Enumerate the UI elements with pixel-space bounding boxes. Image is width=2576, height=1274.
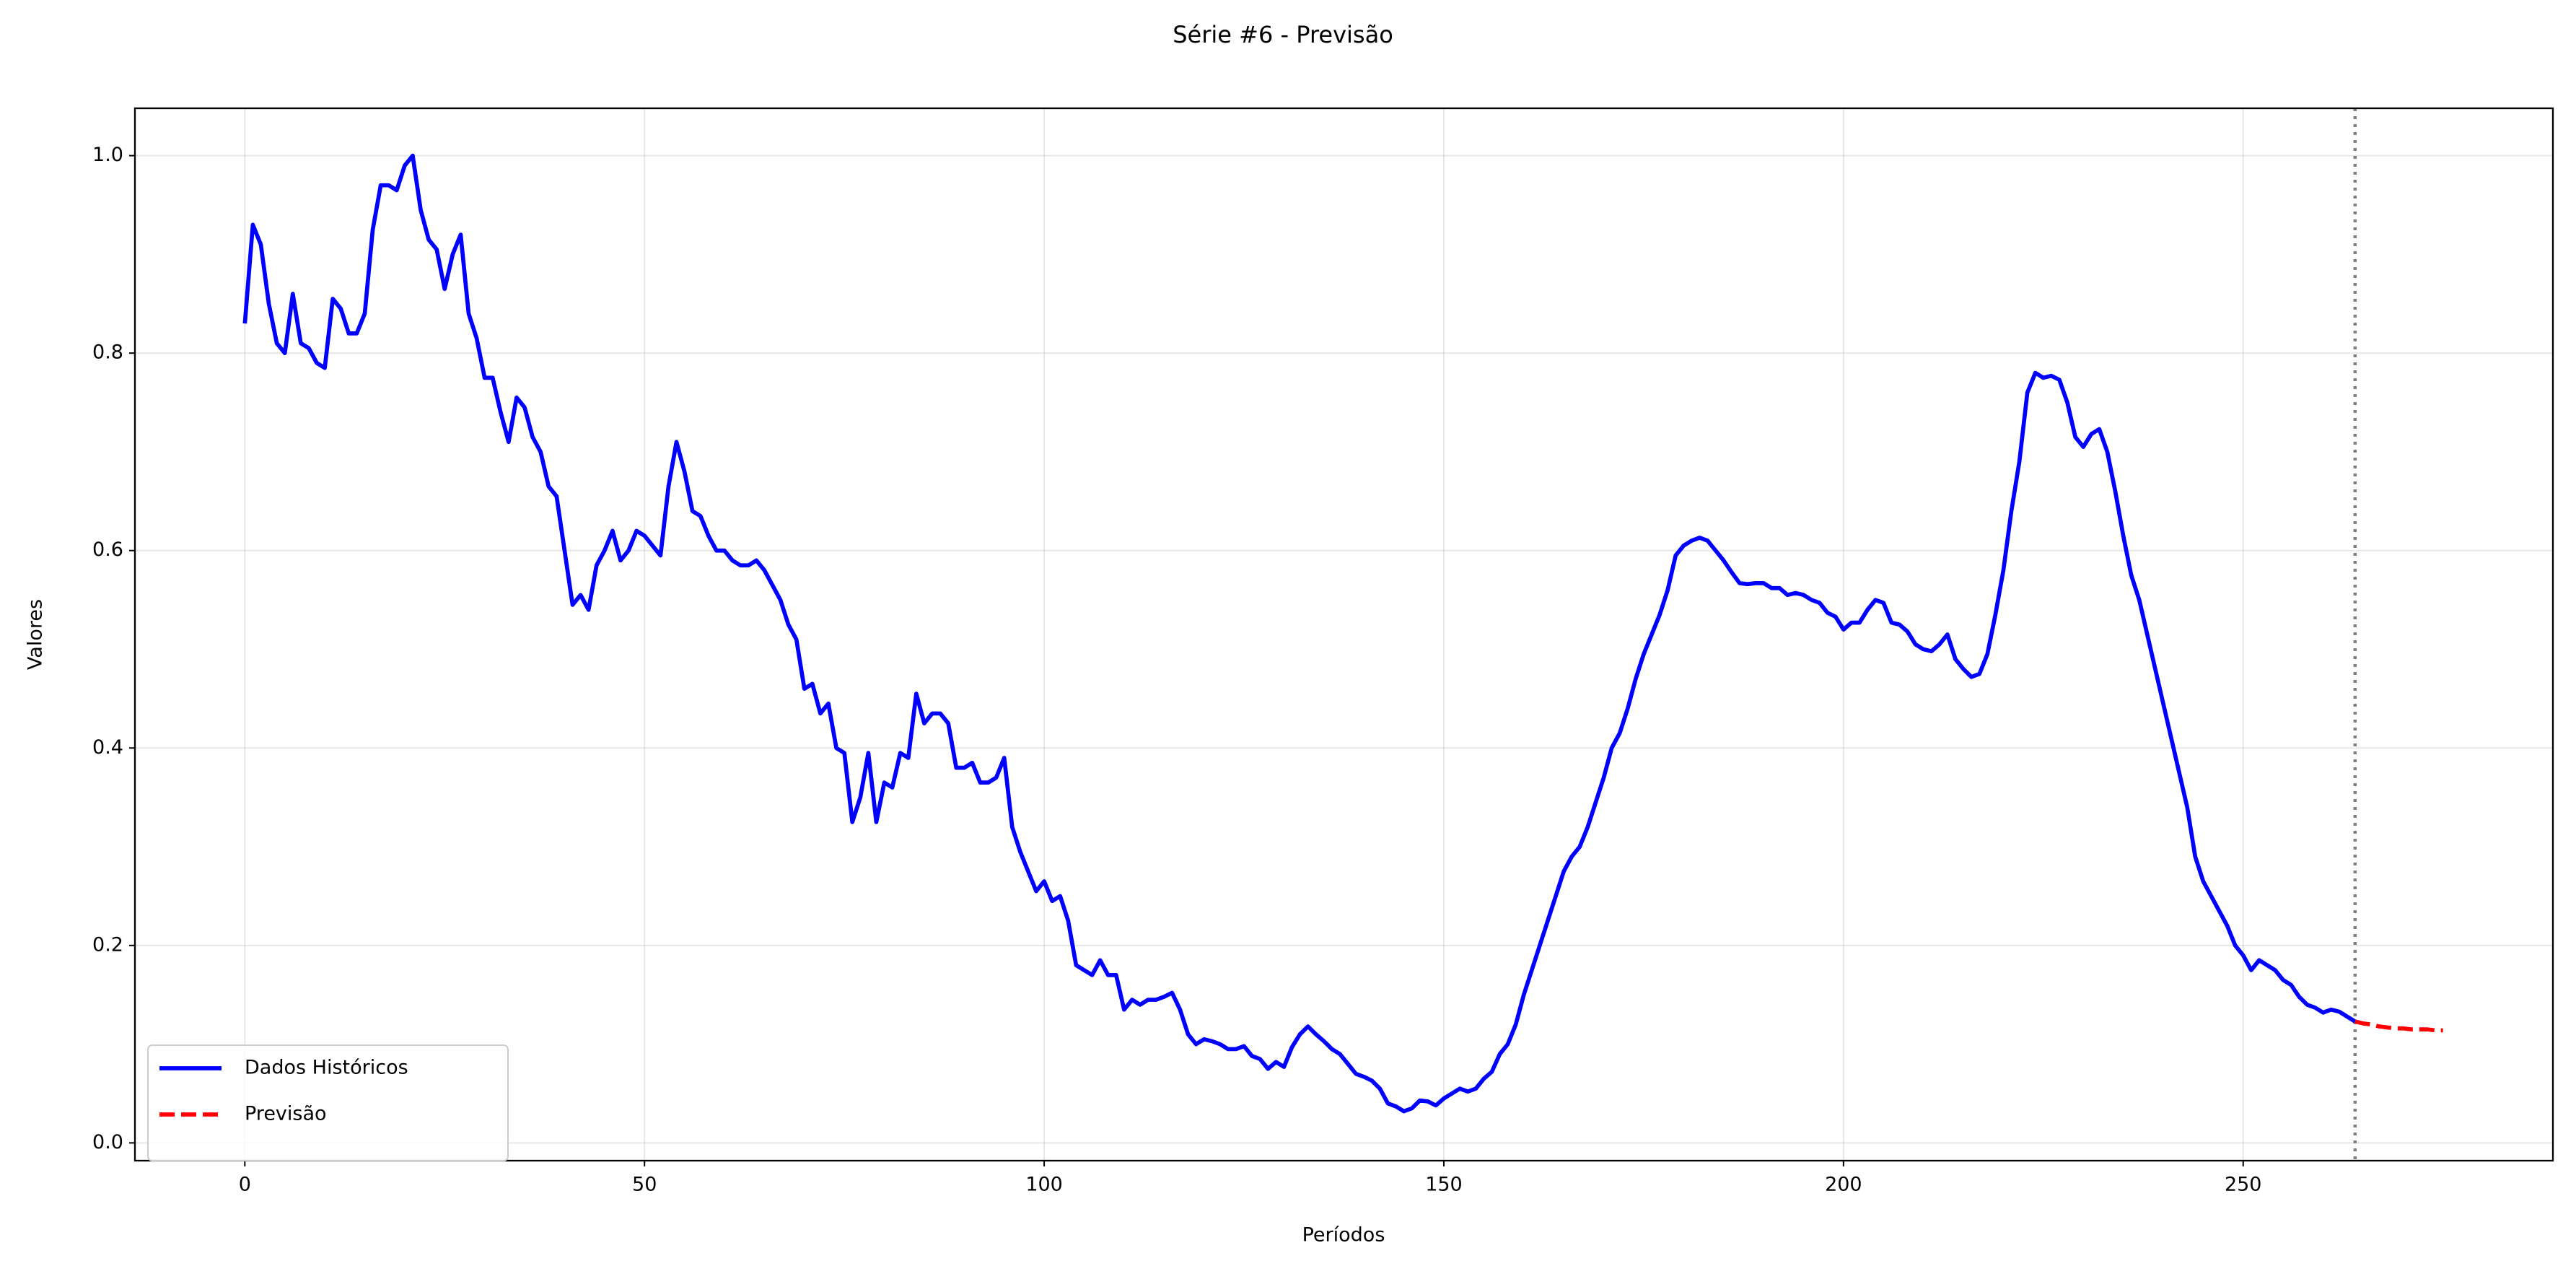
x-tick-label: 0 — [239, 1174, 251, 1196]
legend-label: Previsão — [245, 1103, 327, 1125]
legend-box — [147, 1044, 509, 1161]
y-axis-label: Valores — [25, 599, 47, 670]
y-tick-label: 1.0 — [92, 144, 123, 166]
x-tick-label: 150 — [1425, 1174, 1463, 1196]
y-tick-label: 0.2 — [92, 933, 123, 956]
x-tick-label: 200 — [1825, 1174, 1862, 1196]
series-line — [2354, 1019, 2443, 1033]
y-tick-label: 0.6 — [92, 538, 123, 561]
plot-frame — [133, 107, 2554, 1162]
y-tick-label: 0.0 — [92, 1131, 123, 1153]
series-line — [242, 153, 2357, 1114]
x-tick-label: 250 — [2225, 1174, 2262, 1196]
y-tick-label: 0.4 — [92, 736, 123, 759]
x-tick-label: 50 — [632, 1174, 657, 1196]
x-axis-label: Períodos — [1302, 1224, 1385, 1247]
chart-title: Série #6 - Previsão — [1173, 21, 1393, 48]
legend-label: Dados Históricos — [245, 1057, 408, 1079]
x-tick-label: 100 — [1025, 1174, 1063, 1196]
y-tick-label: 0.8 — [92, 341, 123, 364]
